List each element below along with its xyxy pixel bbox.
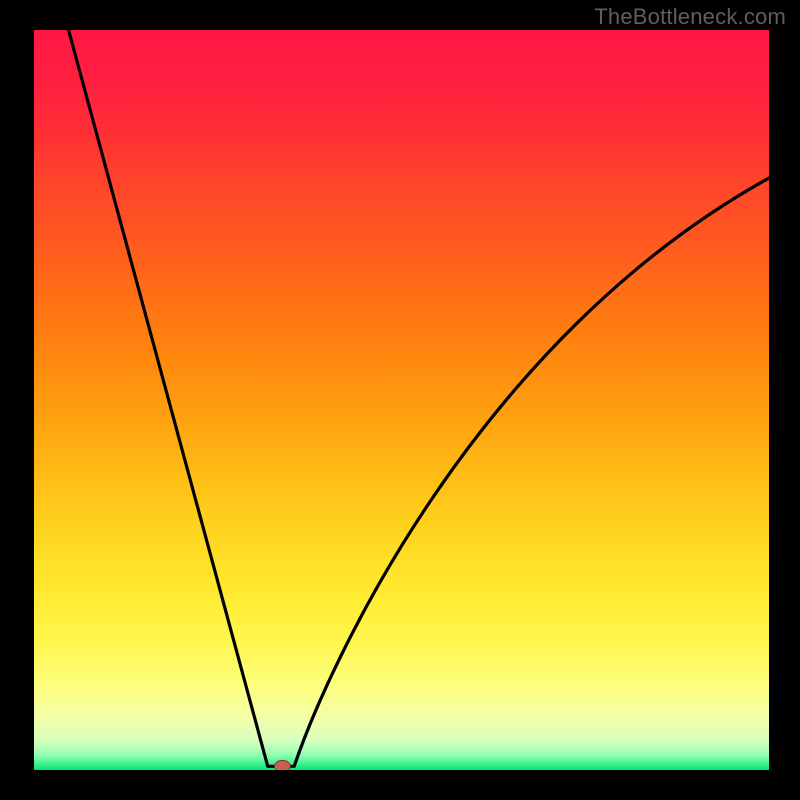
- vertex-marker: [274, 760, 290, 770]
- gradient-background: [34, 30, 769, 770]
- chart-frame: [34, 30, 769, 770]
- chart-svg: [34, 30, 769, 770]
- watermark-text: TheBottleneck.com: [594, 4, 786, 30]
